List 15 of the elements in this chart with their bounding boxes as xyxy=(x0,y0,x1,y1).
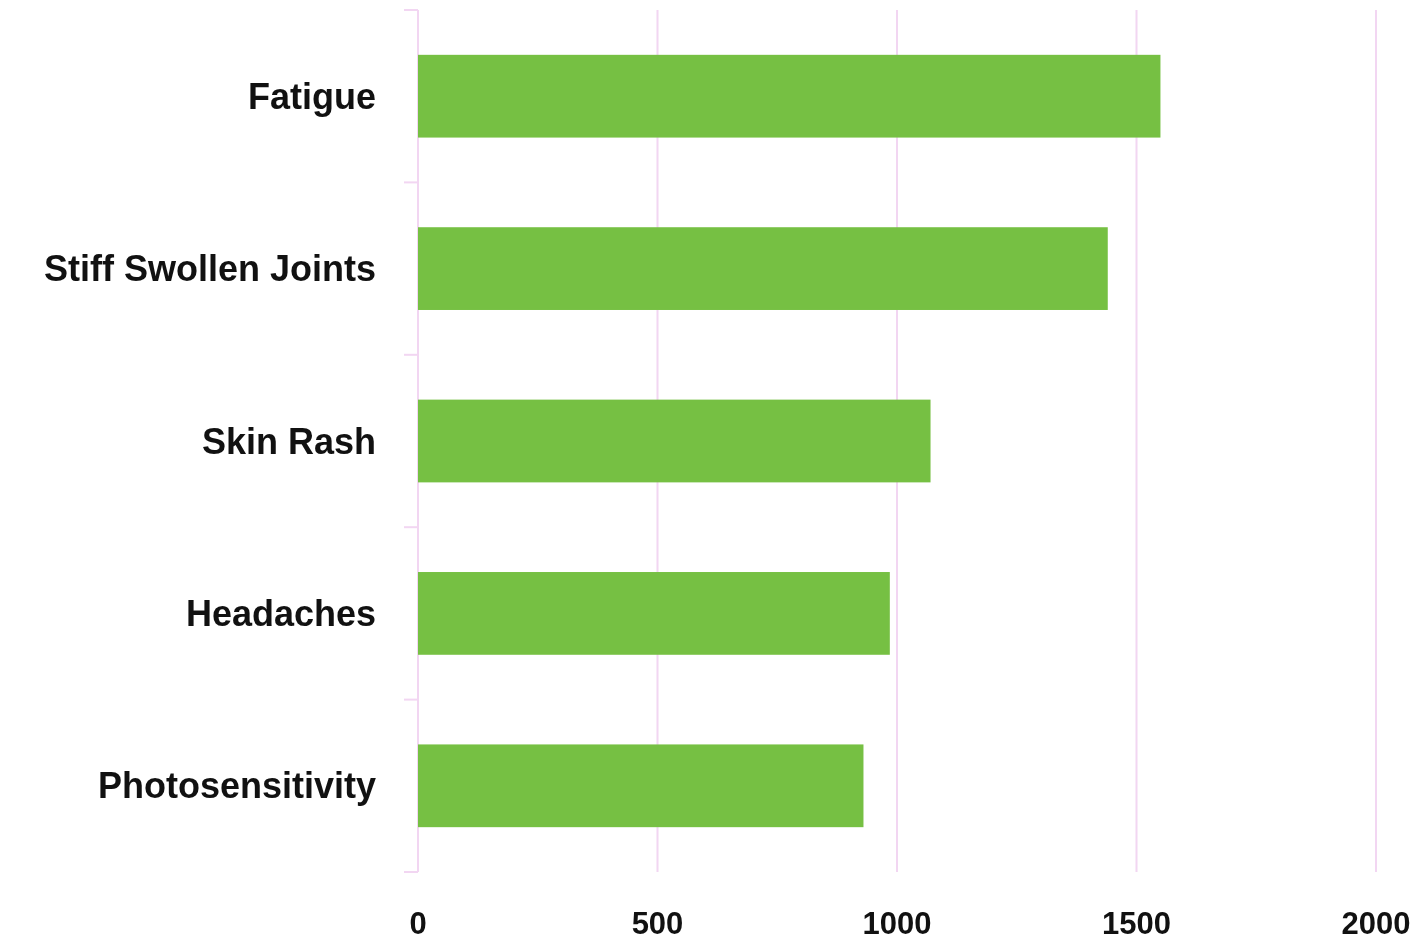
bar xyxy=(418,227,1108,310)
bar xyxy=(418,54,1161,138)
x-tick-label: 500 xyxy=(631,906,684,940)
bar xyxy=(418,744,864,828)
bar xyxy=(418,399,931,483)
y-tick-label: Photosensitivity xyxy=(97,765,376,807)
bar xyxy=(418,572,890,655)
x-tick-label: 0 xyxy=(409,906,427,940)
y-tick-label: Skin Rash xyxy=(201,420,376,462)
y-tick-label: Fatigue xyxy=(247,75,376,117)
y-tick-label: Stiff Swollen Joints xyxy=(43,248,376,290)
x-tick-label: 2000 xyxy=(1341,906,1411,940)
y-tick-label: Headaches xyxy=(185,593,376,634)
x-tick-label: 1000 xyxy=(862,906,932,940)
x-tick-label: 1500 xyxy=(1102,906,1171,940)
